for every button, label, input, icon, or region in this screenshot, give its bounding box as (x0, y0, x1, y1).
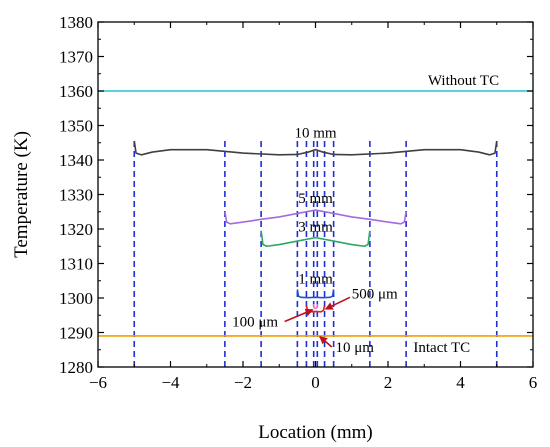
x-tick-label: 6 (529, 373, 538, 392)
annotation-without-tc: Without TC (428, 73, 499, 89)
series-line-5-mm (224, 209, 407, 225)
y-tick-label: 1310 (59, 255, 93, 274)
annotation-100-um: 100 μm (232, 314, 278, 330)
plot-area (98, 90, 533, 367)
x-tick-label: 4 (456, 373, 465, 392)
annotation-arrow-0 (324, 296, 351, 310)
y-tick-label: 1290 (59, 324, 93, 343)
axes: −6 −4 −2 0 2 4 6 1280 1290 1300 1310 1320 1330 1340 13… (59, 13, 537, 392)
annotation-1-mm: 1 mm (298, 272, 333, 288)
annotation-3-mm: 3 mm (298, 219, 333, 235)
series-line-100-um (312, 304, 319, 310)
x-tick-label: −6 (89, 373, 107, 392)
series-line-3-mm (260, 230, 371, 248)
y-tick-label: 1280 (59, 358, 93, 377)
annotation-10-um: 10 μm (335, 340, 374, 356)
x-tick-label: 2 (384, 373, 393, 392)
annotation-10-mm: 10 mm (294, 126, 336, 142)
y-axis-title: Temperature (K) (11, 131, 32, 258)
annotation-arrow-2 (319, 335, 333, 348)
x-tick-label: −4 (161, 373, 180, 392)
y-tick-label: 1300 (59, 289, 93, 308)
y-tick-label: 1360 (59, 82, 93, 101)
annotation-intact-tc: Intact TC (413, 340, 470, 356)
y-tick-label: 1340 (59, 151, 93, 170)
annotations: Without TC 10 mm 5 mm 3 mm 1 mm 500 μm 100 μm 1… (232, 73, 499, 356)
annotation-5-mm: 5 mm (298, 191, 333, 207)
y-tick-label: 1320 (59, 220, 93, 239)
y-tick-label: 1380 (59, 13, 93, 32)
annotation-arrow-1 (284, 308, 314, 323)
annotation-500-um: 500 μm (352, 287, 398, 303)
y-tick-label: 1350 (59, 117, 93, 136)
x-tick-label: −2 (234, 373, 252, 392)
y-tick-label: 1370 (59, 48, 93, 67)
x-axis-title: Location (mm) (258, 422, 373, 443)
series-line-10-mm (133, 140, 498, 156)
y-tick-label: 1330 (59, 186, 93, 205)
series-line-1-mm (296, 289, 335, 299)
x-tick-label: 0 (311, 373, 320, 392)
